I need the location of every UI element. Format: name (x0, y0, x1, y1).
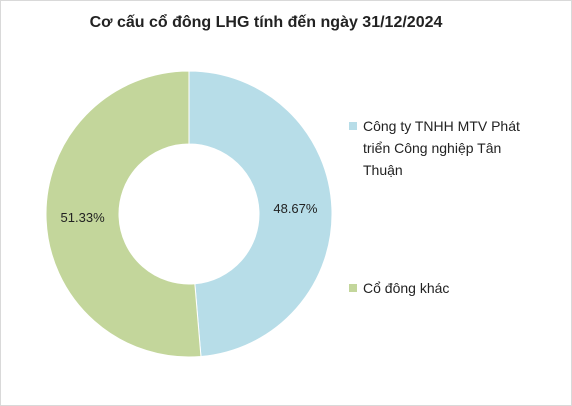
legend-swatch (349, 284, 357, 292)
donut-slice (45, 70, 202, 358)
chart-title: Cơ cấu cổ đông LHG tính đến ngày 31/12/2… (90, 13, 443, 31)
legend-label: Cổ đông khác (363, 280, 450, 296)
legend-item: Công ty TNHH MTV Phát triển Công nghiệp … (349, 115, 529, 181)
legend-swatch (349, 122, 357, 130)
data-label: 48.67% (273, 201, 318, 216)
donut-slice (188, 70, 333, 358)
legend-label: Công ty TNHH MTV Phát triển Công nghiệp … (363, 118, 520, 178)
data-label: 51.33% (61, 210, 106, 225)
legend: Công ty TNHH MTV Phát triển Công nghiệp … (349, 115, 529, 299)
legend-item: Cổ đông khác (349, 277, 529, 299)
